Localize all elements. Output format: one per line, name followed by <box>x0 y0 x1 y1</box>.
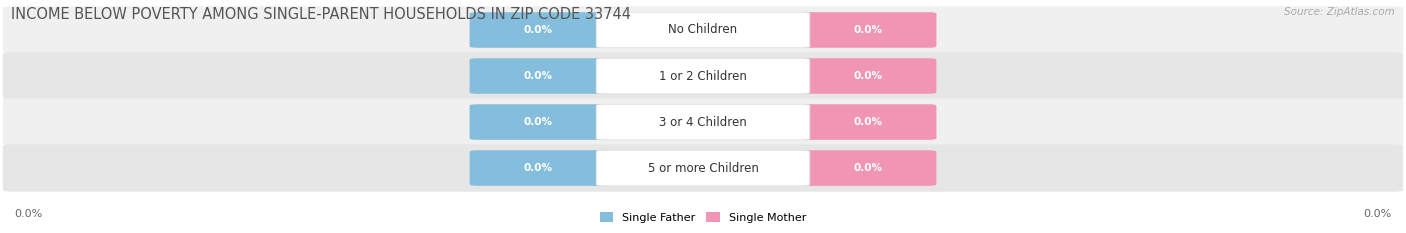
Legend: Single Father, Single Mother: Single Father, Single Mother <box>596 208 810 227</box>
FancyBboxPatch shape <box>596 150 810 186</box>
Text: INCOME BELOW POVERTY AMONG SINGLE-PARENT HOUSEHOLDS IN ZIP CODE 33744: INCOME BELOW POVERTY AMONG SINGLE-PARENT… <box>11 7 631 22</box>
FancyBboxPatch shape <box>596 58 810 94</box>
FancyBboxPatch shape <box>470 104 606 140</box>
FancyBboxPatch shape <box>800 104 936 140</box>
FancyBboxPatch shape <box>3 144 1403 192</box>
FancyBboxPatch shape <box>3 52 1403 100</box>
Text: 0.0%: 0.0% <box>1364 209 1392 219</box>
FancyBboxPatch shape <box>800 150 936 186</box>
Text: 0.0%: 0.0% <box>853 25 883 35</box>
FancyBboxPatch shape <box>3 6 1403 54</box>
FancyBboxPatch shape <box>596 104 810 140</box>
Text: 0.0%: 0.0% <box>523 163 553 173</box>
Text: 0.0%: 0.0% <box>853 117 883 127</box>
FancyBboxPatch shape <box>470 58 606 94</box>
Text: 0.0%: 0.0% <box>523 117 553 127</box>
FancyBboxPatch shape <box>800 12 936 48</box>
Text: 3 or 4 Children: 3 or 4 Children <box>659 116 747 129</box>
Text: 0.0%: 0.0% <box>523 25 553 35</box>
FancyBboxPatch shape <box>470 150 606 186</box>
Text: 0.0%: 0.0% <box>853 71 883 81</box>
FancyBboxPatch shape <box>800 58 936 94</box>
Text: 0.0%: 0.0% <box>853 163 883 173</box>
FancyBboxPatch shape <box>3 98 1403 146</box>
FancyBboxPatch shape <box>596 12 810 48</box>
Text: 1 or 2 Children: 1 or 2 Children <box>659 69 747 82</box>
Text: No Children: No Children <box>668 24 738 37</box>
Text: Source: ZipAtlas.com: Source: ZipAtlas.com <box>1284 7 1395 17</box>
Text: 5 or more Children: 5 or more Children <box>648 161 758 175</box>
FancyBboxPatch shape <box>470 12 606 48</box>
Text: 0.0%: 0.0% <box>523 71 553 81</box>
Text: 0.0%: 0.0% <box>14 209 42 219</box>
